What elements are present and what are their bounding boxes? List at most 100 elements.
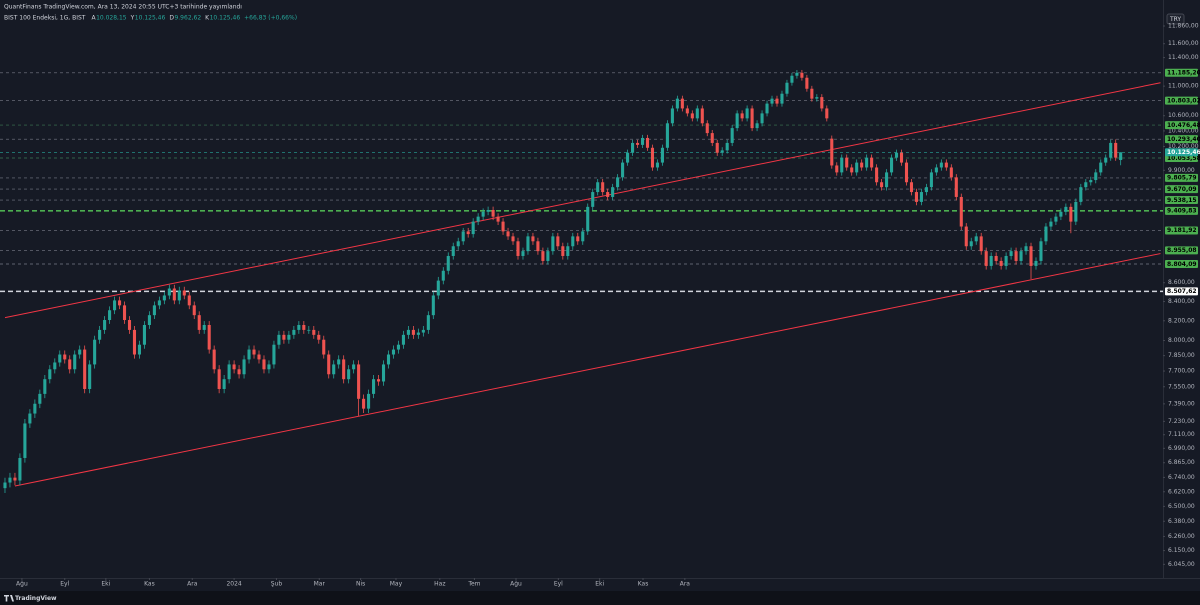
- candle-body: [117, 300, 122, 306]
- candle-body: [715, 142, 719, 153]
- candle-body: [78, 349, 82, 355]
- y-tick-label: 6.865,00: [1168, 459, 1195, 466]
- candle-body: [1104, 157, 1108, 163]
- candle-body: [904, 162, 909, 183]
- candle-body: [929, 172, 933, 188]
- candle-body: [1064, 206, 1068, 212]
- candle-body: [894, 152, 899, 158]
- candle-body: [516, 241, 520, 256]
- level-label: 10.803,02: [1167, 97, 1200, 104]
- candle-body: [969, 241, 973, 247]
- candle-body: [431, 295, 435, 316]
- plot: [0, 69, 1163, 493]
- candle-body: [645, 137, 650, 148]
- candle-body: [1069, 206, 1073, 222]
- candle-body: [924, 187, 928, 193]
- candle-body: [780, 93, 784, 104]
- candle-body: [1034, 260, 1038, 266]
- candle-body: [934, 167, 938, 173]
- candle-body: [506, 231, 510, 237]
- candle-body: [222, 379, 226, 389]
- candle-body: [939, 162, 943, 168]
- candle-body: [1014, 251, 1018, 261]
- candle-body: [511, 236, 515, 242]
- candle-body: [685, 108, 689, 114]
- candle-body: [606, 192, 610, 197]
- y-tick-label: 8.200,00: [1168, 317, 1195, 324]
- currency-button[interactable]: [1166, 13, 1185, 25]
- candle-body: [68, 359, 72, 370]
- level-label: 9.538,15: [1167, 197, 1197, 204]
- level-label-box: [1165, 68, 1198, 77]
- candle-body: [33, 403, 37, 414]
- candle-body: [660, 147, 664, 163]
- y-tick-label: 6.045,00: [1168, 561, 1195, 568]
- candle-body: [8, 477, 12, 483]
- candle-body: [611, 187, 615, 197]
- legend-key: A: [91, 15, 96, 22]
- candle-body: [770, 98, 774, 104]
- candle-body: [546, 251, 550, 261]
- level-label-box: [1165, 246, 1198, 255]
- candle-body: [172, 288, 176, 301]
- level-label: 10.125,46: [1167, 149, 1200, 156]
- candle-body: [257, 354, 261, 360]
- candle-body: [949, 167, 953, 178]
- candle-body: [192, 305, 196, 316]
- legend-key: Y: [130, 15, 135, 22]
- candle-body: [680, 98, 684, 109]
- candle-body: [521, 251, 525, 256]
- candle-body: [142, 324, 146, 345]
- level-label: 8.955,08: [1167, 247, 1197, 254]
- candle-body: [312, 329, 316, 335]
- candle-body: [1089, 180, 1093, 183]
- candle-body: [132, 329, 137, 355]
- level-label-box: [1165, 121, 1198, 130]
- y-tick-label: 10.200,00: [1168, 143, 1199, 150]
- candle-body: [765, 103, 769, 114]
- candle-body: [845, 157, 849, 168]
- candle-body: [725, 142, 729, 151]
- y-tick-label: 6.620,00: [1168, 488, 1195, 495]
- candle-body: [805, 77, 809, 89]
- candle-body: [1004, 255, 1008, 266]
- candle-body: [850, 167, 854, 173]
- trendline: [4, 82, 1161, 319]
- y-tick-label: 10.400,00: [1168, 127, 1199, 134]
- candle-body: [855, 162, 859, 173]
- candle-body: [88, 364, 92, 389]
- candle-body: [451, 246, 455, 256]
- level-label: 10.476,48: [1167, 122, 1200, 129]
- candle-body: [202, 324, 206, 330]
- candle-body: [501, 221, 505, 232]
- candle-body: [337, 359, 341, 365]
- candle-body: [282, 334, 286, 340]
- candle-body: [147, 315, 151, 325]
- currency-label[interactable]: TRY: [1169, 16, 1181, 23]
- candle-body: [710, 133, 714, 143]
- candle-body: [1059, 211, 1063, 217]
- legend-value: 10.125,46: [210, 15, 241, 22]
- candle-body: [93, 339, 97, 365]
- candle-body: [406, 329, 410, 335]
- candle-body: [705, 123, 709, 134]
- candle-body: [446, 255, 450, 271]
- candle-body: [182, 290, 186, 296]
- brand-logo: [4, 595, 14, 602]
- candle-body: [810, 88, 814, 99]
- y-tick-label: 7.390,00: [1168, 400, 1195, 407]
- candle-body: [491, 209, 495, 217]
- candle-body: [1039, 241, 1043, 261]
- candle-body: [730, 128, 734, 143]
- candle-body: [870, 157, 874, 168]
- candle-body: [232, 364, 236, 370]
- candle-body: [1054, 216, 1058, 222]
- candle-body: [944, 162, 948, 168]
- candle-body: [217, 369, 221, 389]
- x-tick-label: Şub: [271, 581, 283, 588]
- candle-body: [352, 364, 356, 370]
- candle-body: [83, 349, 87, 389]
- candle-body: [720, 150, 724, 153]
- candle-body: [297, 324, 301, 330]
- candle-body: [376, 379, 381, 382]
